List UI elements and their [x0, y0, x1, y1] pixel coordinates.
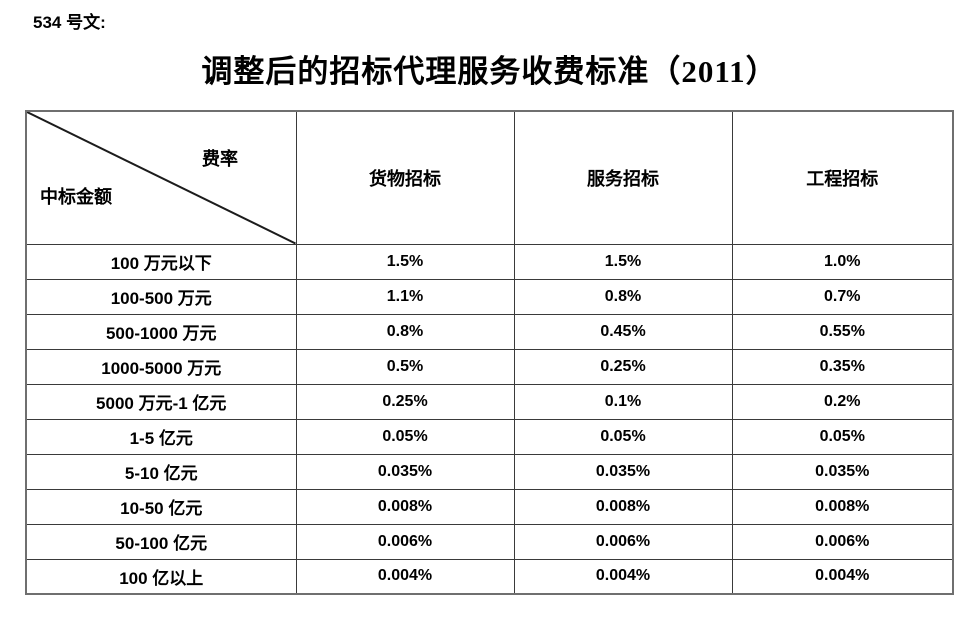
- column-header-engineering-bidding: 工程招标: [731, 110, 954, 245]
- rate-cell: 0.25%: [295, 383, 515, 420]
- row-label: 100 亿以上: [25, 558, 297, 595]
- row-label: 10-50 亿元: [25, 488, 297, 525]
- column-header-goods-bidding: 货物招标: [295, 110, 515, 245]
- table-row: 5000 万元-1 亿元 0.25% 0.1% 0.2%: [25, 383, 954, 420]
- table-header-row: 费率 中标金额 货物招标 服务招标 工程招标: [25, 110, 954, 245]
- rate-cell: 0.2%: [731, 383, 954, 420]
- row-label: 100 万元以下: [25, 243, 297, 280]
- column-header-service-bidding: 服务招标: [513, 110, 733, 245]
- rate-cell: 0.008%: [513, 488, 733, 525]
- rate-cell: 0.45%: [513, 313, 733, 350]
- rate-cell: 1.1%: [295, 278, 515, 315]
- rate-cell: 0.035%: [731, 453, 954, 490]
- rate-cell: 0.004%: [513, 558, 733, 595]
- rate-cell: 0.5%: [295, 348, 515, 385]
- corner-label-bid-amount: 中标金额: [40, 187, 112, 207]
- rate-cell: 1.5%: [513, 243, 733, 280]
- row-label: 1-5 亿元: [25, 418, 297, 455]
- rate-cell: 0.006%: [731, 523, 954, 560]
- rate-cell: 0.25%: [513, 348, 733, 385]
- table-row: 100 万元以下 1.5% 1.5% 1.0%: [25, 243, 954, 280]
- doc-number: 534 号文:: [33, 13, 106, 32]
- rate-cell: 0.035%: [295, 453, 515, 490]
- rate-cell: 0.55%: [731, 313, 954, 350]
- rate-cell: 0.035%: [513, 453, 733, 490]
- page-title: 调整后的招标代理服务收费标准（2011）: [201, 54, 778, 89]
- rate-cell: 0.006%: [295, 523, 515, 560]
- rate-cell: 1.5%: [295, 243, 515, 280]
- rate-cell: 0.8%: [295, 313, 515, 350]
- row-label: 50-100 亿元: [25, 523, 297, 560]
- rate-cell: 0.05%: [295, 418, 515, 455]
- row-label: 5000 万元-1 亿元: [25, 383, 297, 420]
- rate-cell: 0.35%: [731, 348, 954, 385]
- row-label: 500-1000 万元: [25, 313, 297, 350]
- table-row: 10-50 亿元 0.008% 0.008% 0.008%: [25, 488, 954, 525]
- diagonal-corner-cell: 费率 中标金额: [25, 110, 297, 245]
- corner-label-rate: 费率: [202, 149, 238, 169]
- rate-cell: 0.1%: [513, 383, 733, 420]
- rate-cell: 0.05%: [513, 418, 733, 455]
- rate-cell: 0.7%: [731, 278, 954, 315]
- row-label: 5-10 亿元: [25, 453, 297, 490]
- row-label: 1000-5000 万元: [25, 348, 297, 385]
- diagonal-divider-line: [27, 112, 296, 244]
- table-row: 50-100 亿元 0.006% 0.006% 0.006%: [25, 523, 954, 560]
- rate-cell: 0.008%: [731, 488, 954, 525]
- table-row: 1-5 亿元 0.05% 0.05% 0.05%: [25, 418, 954, 455]
- fee-table: 费率 中标金额 货物招标 服务招标 工程招标 100 万元以下 1.5% 1.5…: [25, 110, 954, 595]
- rate-cell: 0.008%: [295, 488, 515, 525]
- rate-cell: 0.8%: [513, 278, 733, 315]
- table-row: 100 亿以上 0.004% 0.004% 0.004%: [25, 558, 954, 595]
- row-label: 100-500 万元: [25, 278, 297, 315]
- rate-cell: 0.006%: [513, 523, 733, 560]
- rate-cell: 0.05%: [731, 418, 954, 455]
- table-row: 1000-5000 万元 0.5% 0.25% 0.35%: [25, 348, 954, 385]
- rate-cell: 0.004%: [295, 558, 515, 595]
- table-row: 5-10 亿元 0.035% 0.035% 0.035%: [25, 453, 954, 490]
- rate-cell: 1.0%: [731, 243, 954, 280]
- table-row: 100-500 万元 1.1% 0.8% 0.7%: [25, 278, 954, 315]
- rate-cell: 0.004%: [731, 558, 954, 595]
- table-row: 500-1000 万元 0.8% 0.45% 0.55%: [25, 313, 954, 350]
